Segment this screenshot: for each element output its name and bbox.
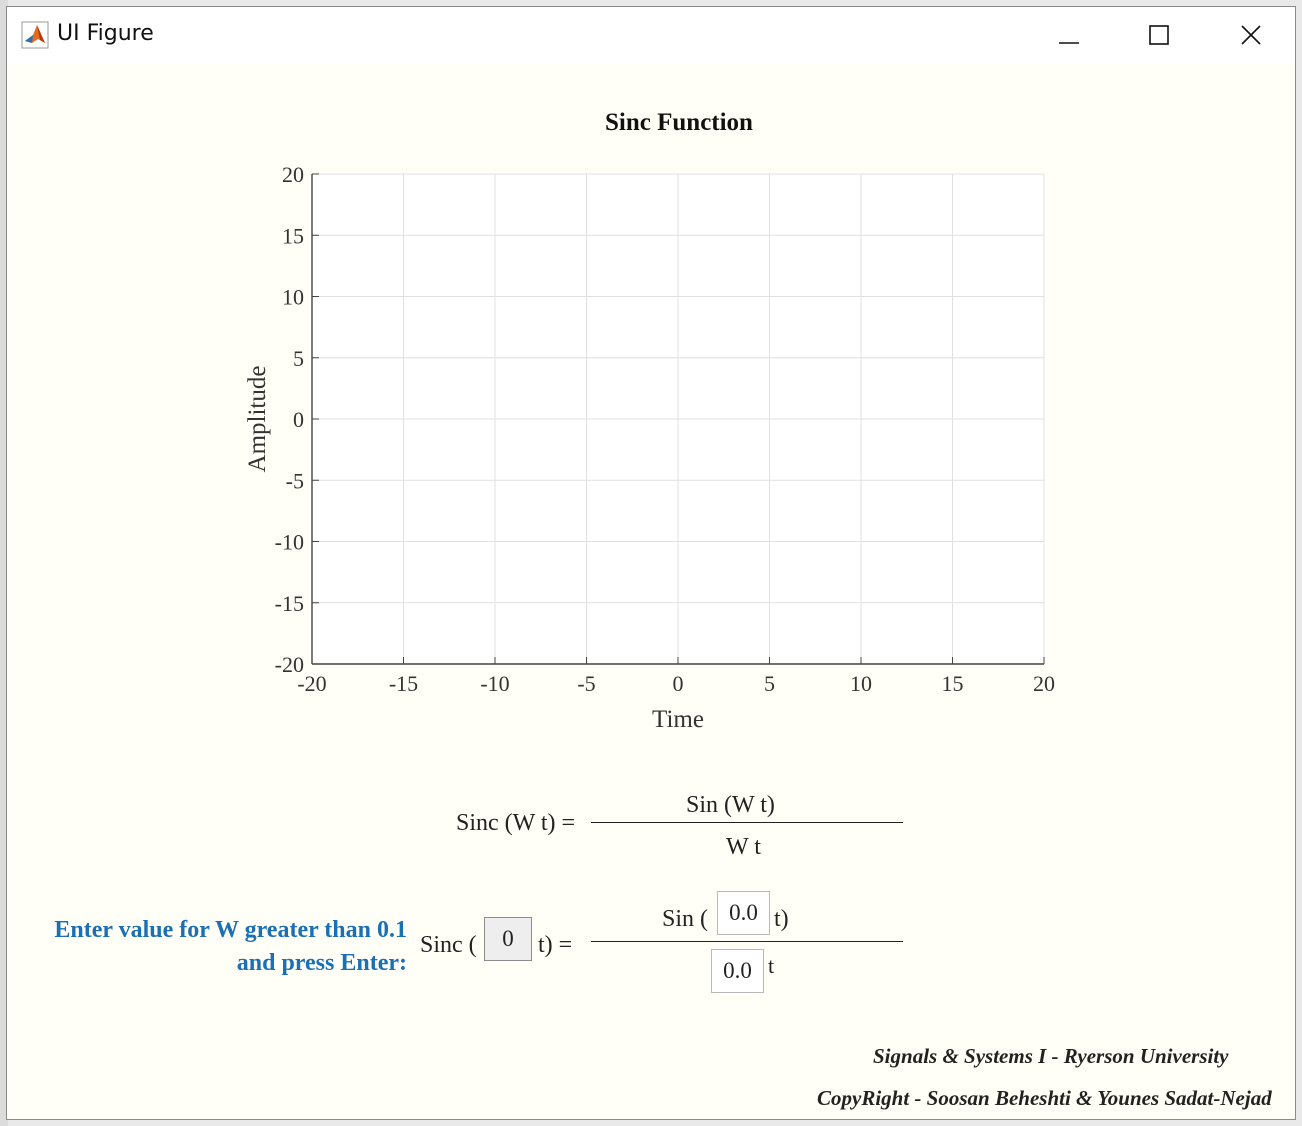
x-tick-label: -20	[297, 671, 326, 696]
minimize-icon	[1059, 42, 1079, 44]
formula-denominator: W t	[726, 834, 761, 860]
y-tick-label: 0	[293, 407, 304, 432]
denominator-t-label: t	[768, 953, 775, 978]
y-tick-label: 5	[293, 346, 304, 371]
ui-figure-window: UI Figure Sinc Function -20 -15 -10 -5 0 5 10 1…	[6, 6, 1296, 1120]
w-value-field[interactable]	[484, 917, 532, 961]
matlab-icon	[21, 21, 49, 49]
denominator-w-field[interactable]	[711, 949, 764, 993]
maximize-button[interactable]	[1129, 15, 1189, 55]
x-axis-label: Time	[652, 706, 704, 733]
x-tick-label: 15	[942, 671, 964, 696]
window-title: UI Figure	[57, 21, 154, 46]
y-tick-label: 15	[282, 223, 304, 248]
sin-open-label: Sin (	[662, 906, 709, 932]
close-icon	[1241, 25, 1261, 45]
x-tick-label: -5	[577, 671, 595, 696]
formula-numerator: Sin (W t)	[686, 792, 775, 818]
numerator-w-field[interactable]	[717, 891, 770, 935]
copyright-credit: CopyRight - Soosan Beheshti & Younes Sad…	[817, 1086, 1272, 1110]
w-prompt: Enter value for W greater than 0.1 and p…	[27, 914, 407, 980]
background-window	[0, 0, 8, 1126]
minimize-button[interactable]	[1039, 15, 1099, 55]
x-tick-label: 10	[850, 671, 872, 696]
course-credit: Signals & Systems I - Ryerson University	[873, 1044, 1229, 1068]
formula-fraction-line	[591, 822, 903, 823]
close-button[interactable]	[1221, 15, 1281, 55]
x-tick-label: -15	[389, 671, 418, 696]
grid	[311, 173, 1045, 665]
x-tick-label: 5	[764, 671, 775, 696]
axes	[311, 174, 1044, 665]
y-tick-label: -15	[275, 591, 304, 616]
y-tick-label: 10	[282, 285, 304, 310]
x-tick-label: 0	[673, 671, 684, 696]
y-tick-label: -10	[275, 530, 304, 555]
sinc-close-label: t) =	[538, 932, 573, 958]
y-tick-label: -20	[275, 652, 304, 677]
y-tick-label: 20	[282, 162, 304, 187]
x-tick-label: 20	[1033, 671, 1055, 696]
chart-title: Sinc Function	[605, 109, 753, 136]
w-prompt-line2: and press Enter:	[236, 950, 407, 976]
y-tick-label: -5	[286, 468, 304, 493]
sinc-open-label: Sinc (	[420, 932, 477, 958]
x-tick-label: -10	[480, 671, 509, 696]
title-bar[interactable]: UI Figure	[7, 7, 1295, 63]
chart-svg[interactable]: Sinc Function -20 -15 -10 -5 0 5 10 15 20 20 15 10 5…	[227, 97, 1087, 747]
y-axis-label: Amplitude	[244, 366, 271, 473]
sin-close-label: t)	[774, 906, 789, 932]
formula-lhs: Sinc (W t) =	[456, 810, 576, 836]
w-prompt-line1: Enter value for W greater than 0.1	[54, 917, 407, 943]
ticks: -20 -15 -10 -5 0 5 10 15 20 20 15 10 5 0 -5 -10 -15 -20	[275, 162, 1055, 696]
sinc-chart[interactable]: Sinc Function -20 -15 -10 -5 0 5 10 15 20 20 15 10 5…	[227, 97, 1087, 747]
maximize-icon	[1149, 25, 1169, 45]
input-fraction-line	[591, 941, 903, 942]
